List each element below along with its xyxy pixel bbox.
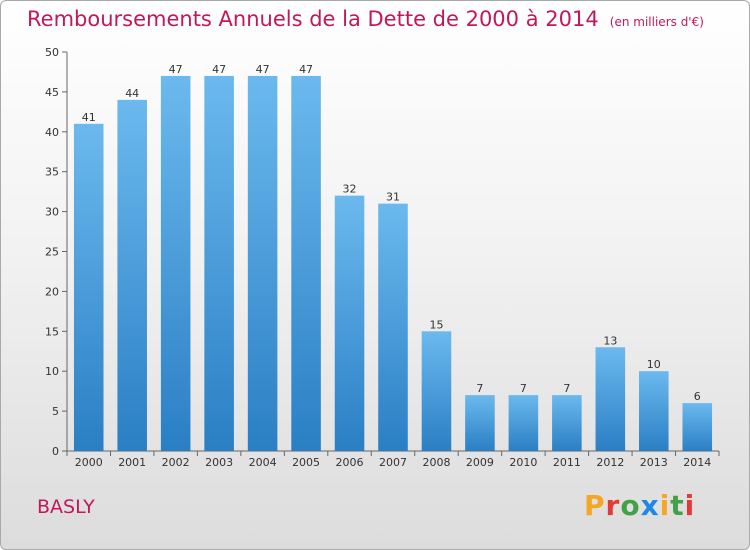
logo-letter: t: [670, 489, 685, 522]
data-labels: 41 44 47 47 47 47 32 31 15 7 7 7 13 10 6: [82, 63, 701, 403]
bar: [552, 395, 582, 451]
x-tick-label: 2000: [75, 456, 103, 469]
data-label: 13: [603, 334, 617, 347]
y-tick-label: 40: [45, 126, 59, 139]
bar: [117, 99, 147, 451]
bar: [378, 203, 408, 451]
logo-letter: P: [584, 489, 606, 522]
x-tick-label: 2009: [466, 456, 494, 469]
logo-letter: r: [605, 489, 621, 522]
logo-letter: i: [659, 489, 671, 522]
y-tick-label: 5: [52, 405, 59, 418]
y-tick-label: 50: [45, 46, 59, 59]
bar: [421, 331, 452, 451]
bar: [204, 75, 234, 451]
y-tick-label: 45: [45, 86, 59, 99]
x-tick-label: 2002: [162, 456, 190, 469]
data-label: 47: [212, 63, 226, 76]
y-tick-label: 35: [45, 166, 59, 179]
data-label: 6: [694, 390, 701, 403]
x-tick-label: 2004: [249, 456, 277, 469]
x-tick-label: 2012: [596, 456, 624, 469]
x-tick-label: 2014: [683, 456, 711, 469]
y-tick-label: 0: [52, 445, 59, 458]
y-tick-label: 25: [45, 246, 59, 259]
axes: 0 5 10 15 20 25 30 35 40 45 50 2000 2001 2002 2003 2004…: [45, 46, 720, 469]
y-tick-label: 15: [45, 325, 59, 338]
x-tick-label: 2008: [422, 456, 450, 469]
x-tick-label: 2003: [205, 456, 233, 469]
data-label: 10: [647, 358, 661, 371]
bar: [465, 395, 495, 451]
x-tick-label: 2010: [509, 456, 537, 469]
x-tick-label: 2005: [292, 456, 320, 469]
data-label: 7: [520, 382, 527, 395]
data-label: 32: [343, 183, 357, 196]
data-label: 41: [82, 111, 96, 124]
x-tick-label: 2013: [640, 456, 668, 469]
x-tick-label: 2006: [336, 456, 364, 469]
data-label: 7: [476, 382, 483, 395]
y-tick-label: 20: [45, 285, 59, 298]
bar: [334, 195, 365, 451]
y-tick-label: 10: [45, 365, 59, 378]
bar: [291, 75, 321, 451]
data-label: 15: [429, 318, 443, 331]
x-tick-label: 2007: [379, 456, 407, 469]
y-tick-label: 30: [45, 206, 59, 219]
chart-title: Remboursements Annuels de la Dette de 20…: [27, 7, 599, 31]
data-label: 47: [169, 63, 183, 76]
data-label: 31: [386, 191, 400, 204]
logo-letter: i: [684, 489, 696, 522]
bars: [73, 75, 713, 451]
x-tick-label: 2001: [118, 456, 146, 469]
bar: [247, 75, 278, 451]
bar: [682, 403, 713, 451]
commune-name: BASLY: [37, 496, 95, 518]
logo-letter: o: [620, 489, 641, 522]
logo-letter: x: [640, 489, 660, 522]
bar: [595, 347, 626, 451]
bar: [73, 123, 104, 451]
bar: [639, 371, 669, 451]
data-label: 47: [299, 63, 313, 76]
proxiti-logo: Proxiti: [584, 489, 695, 522]
bar: [508, 395, 539, 451]
data-label: 44: [125, 87, 139, 100]
data-label: 7: [563, 382, 570, 395]
bar: [160, 75, 191, 451]
title-row: Remboursements Annuels de la Dette de 20…: [27, 7, 704, 31]
chart-subtitle: (en milliers d'€): [609, 15, 704, 29]
x-tick-label: 2011: [553, 456, 581, 469]
data-label: 47: [256, 63, 270, 76]
